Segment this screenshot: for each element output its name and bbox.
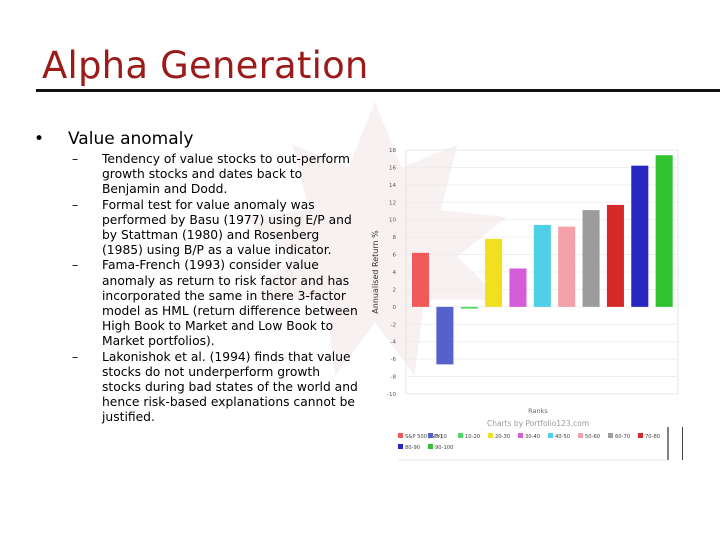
bar-70-80 [606,204,624,307]
main-bullet-text: Value anomaly [68,129,194,149]
y-tick-label: -4 [391,340,397,346]
x-axis-label: Ranks [528,407,548,415]
legend-swatch [428,433,433,438]
legend-swatch [548,433,553,438]
bar-0-10 [436,306,454,365]
legend-entry: 90-100 [435,445,453,451]
y-axis-label: Annualised Return % [371,230,380,314]
legend-swatch [398,444,403,449]
bar-20-30 [485,238,503,307]
legend-swatch [428,444,433,449]
sub-point: – Lakonishok et al. (1994) finds that val… [72,349,358,425]
bar-50-60 [558,226,576,307]
chart-watermark: Charts by Portfolio123.com [487,419,589,428]
main-bullet: • Value anomaly [34,129,193,149]
legend-swatch [608,433,613,438]
sub-point: – Formal test for value anomaly was perfo… [72,197,352,258]
legend-entry: 30-40 [525,434,540,440]
y-tick-label: -10 [387,392,396,398]
legend-entry: 50-60 [585,434,600,440]
y-tick-label: 2 [393,287,397,293]
title-underline [36,89,720,92]
y-tick-label: 10 [389,218,396,224]
y-tick-label: 12 [389,200,396,206]
legend-swatch [638,433,643,438]
legend-entry: 10-20 [465,434,480,440]
legend-entry: S&P 500 (SPY) [405,434,442,440]
legend-entry: 80-90 [405,445,420,451]
legend-swatch [518,433,523,438]
bullet-dot: • [34,129,45,149]
y-tick-label: 8 [393,235,397,241]
bar-10-20 [460,306,478,309]
bar-30-40 [509,268,527,307]
y-tick-label: 0 [393,305,397,311]
y-tick-label: 18 [389,148,396,154]
y-tick-label: 4 [393,270,397,276]
legend-entry: 40-50 [555,434,570,440]
y-tick-label: 16 [389,165,396,171]
bar-40-50 [533,224,551,307]
bar-80-90 [631,165,649,307]
legend-swatch [578,433,583,438]
legend-entry: 60-70 [615,434,630,440]
slide-title: Alpha Generation [42,44,369,87]
sub-point: – Fama-French (1993) consider value anoma… [72,258,358,349]
sub-point: – Tendency of value stocks to out-perform… [72,152,351,197]
legend-entry: 20-30 [495,434,510,440]
legend-entry: 70-80 [645,434,660,440]
returns-bar-chart: 18 16 14 12 10 8 6 4 2 0 -2 -4 -6 -8 -10 Annualised Re… [371,148,683,461]
legend-swatch [488,433,493,438]
legend-swatch [398,433,403,438]
y-tick-label: 14 [389,183,396,189]
y-tick-label: -2 [391,322,396,328]
bar-90-100 [655,155,673,307]
sub-point-list: – Tendency of value stocks to out-perform… [72,152,362,426]
y-tick-label: -8 [391,375,397,381]
bar-s-p-500-spy- [412,252,430,307]
bar-60-70 [582,210,600,307]
legend-entry: 0-10 [435,434,447,440]
legend-swatch [458,433,463,438]
y-tick-label: -6 [391,357,397,363]
y-tick-label: 6 [393,253,397,259]
